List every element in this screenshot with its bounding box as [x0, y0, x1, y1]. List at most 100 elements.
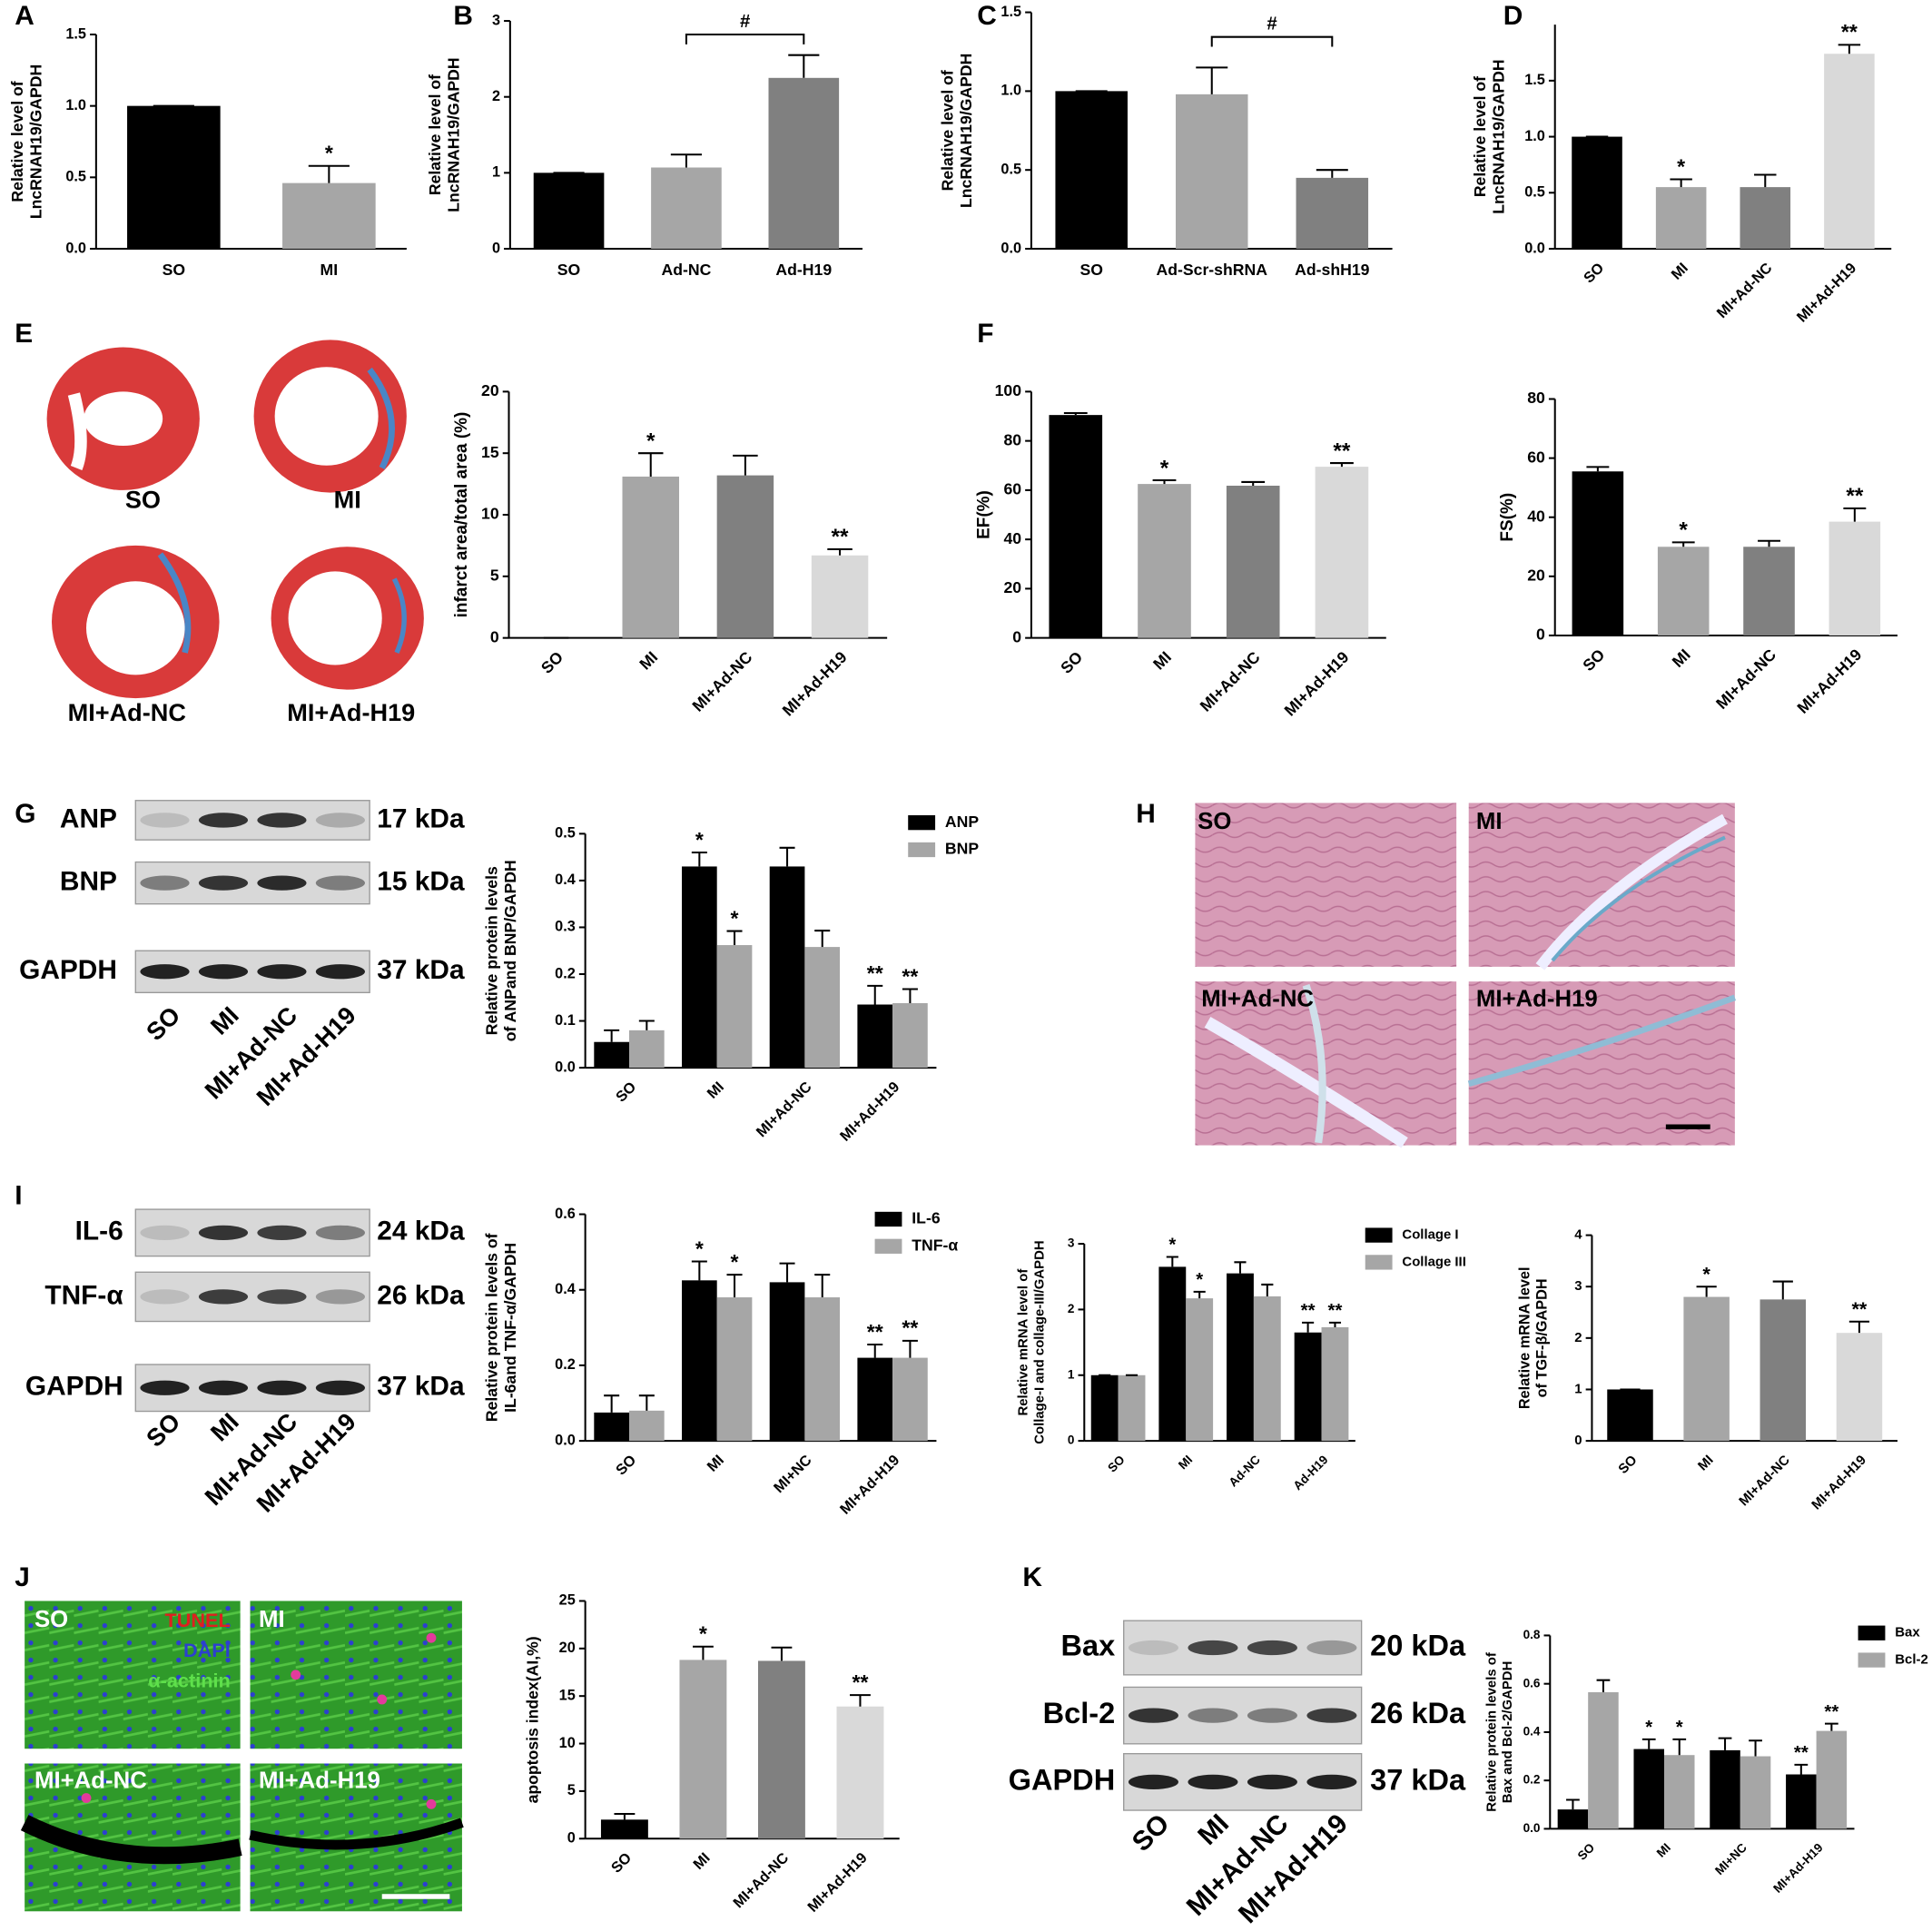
bar — [651, 167, 722, 250]
y-tick-label: 20 — [481, 381, 499, 399]
bar — [811, 555, 869, 638]
bar — [682, 1280, 717, 1442]
bar — [1226, 486, 1280, 638]
significance-marker: * — [1160, 456, 1169, 480]
error-bar — [1196, 66, 1228, 94]
y-axis-label: EF(%) — [974, 490, 993, 539]
bar — [1118, 1374, 1146, 1442]
blot-size-label: 24 kDa — [377, 1217, 465, 1246]
y-axis-label: Relative level of — [939, 70, 957, 191]
blot-lane-label: MI — [205, 1407, 244, 1446]
y-tick-label: 10 — [559, 1735, 576, 1751]
blot-row-label: Bcl-2 — [1043, 1697, 1116, 1729]
image-label: SO — [34, 1607, 68, 1632]
significance-marker: ** — [1851, 1297, 1867, 1320]
bar — [836, 1706, 884, 1839]
y-axis-label: LncRNAH19/GAPDH — [1489, 59, 1507, 213]
bar — [1824, 54, 1875, 250]
x-tick-label: Ad-H19 — [775, 261, 832, 279]
comparison-bracket — [1210, 35, 1334, 47]
significance-marker: ** — [1846, 484, 1864, 508]
y-tick-label: 2 — [492, 88, 500, 104]
error-bar — [779, 846, 795, 867]
panel-label: A — [15, 1, 34, 31]
legend-swatch — [1365, 1255, 1393, 1270]
panel-label: D — [1503, 1, 1523, 31]
blot-band — [1306, 1640, 1357, 1656]
bar — [1138, 484, 1191, 638]
x-tick-label: SO — [1079, 261, 1102, 279]
blot-size-label: 17 kDa — [377, 803, 465, 833]
blot-band — [1247, 1774, 1297, 1790]
blot-strip — [134, 1271, 370, 1323]
y-tick-label: 1 — [492, 164, 500, 181]
blot-row-label: BNP — [60, 867, 117, 897]
blot-size-label: 37 kDa — [1370, 1763, 1466, 1796]
x-tick-label: MI+Ad-NC — [730, 1849, 792, 1911]
significance-marker: ** — [1794, 1743, 1809, 1763]
significance-marker: * — [325, 142, 333, 165]
blot-band — [257, 813, 307, 828]
stain-label: α-actinin — [148, 1670, 230, 1692]
bar — [1588, 1691, 1619, 1829]
blot-strip — [134, 800, 370, 841]
blot-size-label: 20 kDa — [1370, 1630, 1466, 1662]
bar — [804, 947, 841, 1069]
bar — [857, 1004, 893, 1069]
significance-marker: ** — [902, 1316, 918, 1340]
significance-marker: ** — [832, 525, 850, 549]
blot-band — [198, 1289, 249, 1305]
y-tick-label: 0.3 — [555, 919, 576, 935]
x-tick-label: MI+Ad-H19 — [804, 1849, 871, 1915]
significance-marker: ** — [1328, 1301, 1343, 1321]
bar — [769, 866, 805, 1069]
y-axis-label: of TGF-β/GAPDH — [1533, 1278, 1550, 1397]
blot-band — [1128, 1708, 1178, 1723]
significance-marker: ** — [1333, 438, 1351, 463]
blot-band — [140, 1380, 190, 1395]
error-bar — [726, 1274, 743, 1298]
error-bar — [1166, 1256, 1178, 1267]
bar — [768, 77, 840, 250]
error-bar — [670, 153, 703, 168]
x-tick-label: SO — [1105, 1453, 1127, 1474]
y-tick-label: 0 — [1068, 1433, 1075, 1447]
bar — [1090, 1374, 1119, 1442]
significance-marker: ** — [852, 1670, 868, 1694]
bar — [1572, 136, 1622, 250]
image-label: MI — [1476, 809, 1503, 834]
blot-band — [198, 1380, 249, 1395]
legend-label: Bax — [1895, 1625, 1920, 1640]
panel-label: K — [1022, 1562, 1042, 1592]
y-tick-label: 80 — [1003, 430, 1021, 448]
y-tick-label: 100 — [995, 381, 1022, 399]
y-axis-label: Relative level of — [1471, 76, 1489, 197]
error-bar — [1596, 1679, 1611, 1693]
y-tick-label: 1 — [1574, 1381, 1582, 1396]
panel-label: C — [977, 1, 997, 31]
significance-marker: ** — [1824, 1702, 1838, 1722]
y-tick-label: 15 — [559, 1687, 576, 1703]
x-tick-label: MI+Ad-H19 — [779, 648, 851, 720]
y-tick-label: 3 — [1068, 1236, 1075, 1250]
y-tick-label: 2 — [1068, 1302, 1075, 1315]
error-bar — [1838, 44, 1861, 54]
legend-label: IL-6 — [912, 1209, 941, 1227]
legend-swatch — [1858, 1652, 1886, 1668]
bar — [127, 105, 221, 250]
y-tick-label: 2 — [1574, 1330, 1582, 1345]
legend-swatch — [1858, 1625, 1886, 1640]
bar — [1321, 1326, 1349, 1442]
legend-label: ANP — [945, 813, 979, 831]
error-bar — [614, 1813, 636, 1820]
x-tick-label: MI+Ad-NC — [1714, 260, 1776, 321]
error-bar — [1152, 479, 1177, 485]
error-bar — [814, 930, 831, 948]
y-axis-label: LncRNAH19/GAPDH — [444, 57, 462, 212]
significance-marker: * — [1702, 1263, 1710, 1286]
error-bar — [1316, 169, 1348, 178]
blot-strip — [1123, 1620, 1363, 1676]
panel-label: B — [453, 1, 473, 31]
y-tick-label: 0 — [492, 240, 500, 256]
